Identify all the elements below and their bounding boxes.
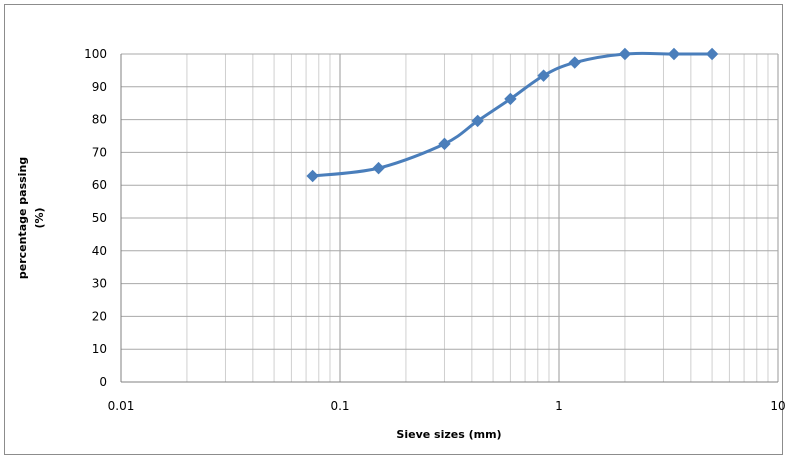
y-tick-label: 80 [92, 113, 107, 127]
data-point [438, 137, 451, 151]
y-tick-labels: 0 10 20 30 40 50 60 70 80 90 100 [84, 47, 107, 389]
data-point [667, 47, 681, 61]
y-tick-label: 50 [92, 211, 107, 225]
x-tick-label: 10 [770, 399, 785, 413]
data-point [705, 47, 719, 61]
grid [120, 53, 779, 383]
chart-frame [4, 4, 783, 455]
data-point [537, 69, 550, 82]
series-line [312, 51, 713, 178]
y-tick-label: 10 [92, 342, 107, 356]
data-point [306, 169, 319, 183]
x-axis-title: Sieve sizes (mm) [396, 428, 501, 441]
y-tick-label: 100 [84, 47, 107, 61]
y-axis-title-line1: percentage passing [16, 157, 29, 279]
data-point [504, 92, 517, 106]
y-axis-title-line2: (%) [33, 207, 46, 228]
x-tick-labels: 0.01 0.1 1 10 [108, 399, 786, 413]
y-tick-label: 60 [92, 178, 107, 192]
y-tick-label: 70 [92, 145, 107, 159]
x-tick-label: 0.1 [330, 399, 349, 413]
series [306, 47, 719, 183]
axes [120, 54, 778, 383]
data-point [372, 161, 385, 175]
data-point [471, 114, 484, 128]
y-tick-label: 90 [92, 80, 107, 94]
y-tick-label: 30 [92, 277, 107, 291]
y-tick-label: 0 [99, 375, 107, 389]
data-point [568, 56, 581, 69]
x-tick-label: 1 [555, 399, 563, 413]
data-point [618, 47, 632, 61]
y-tick-label: 20 [92, 309, 107, 323]
y-tick-label: 40 [92, 244, 107, 258]
x-tick-label: 0.01 [108, 399, 135, 413]
